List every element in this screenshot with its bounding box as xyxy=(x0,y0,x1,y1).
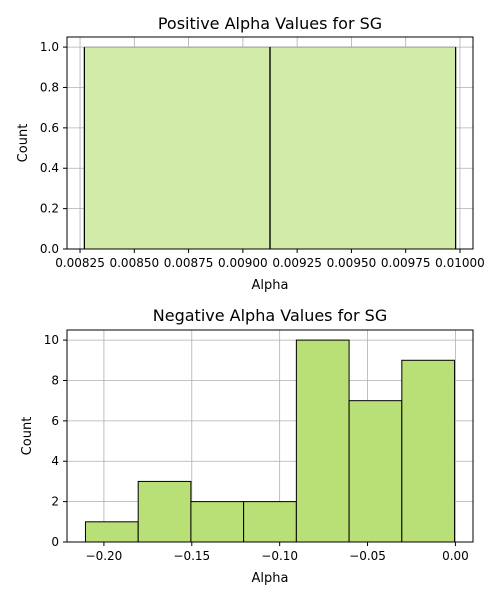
y-tick-label: 6 xyxy=(51,414,59,428)
x-tick-label: 0.00925 xyxy=(272,256,322,270)
x-tick-label: −0.15 xyxy=(173,549,210,563)
histogram-bar xyxy=(83,46,271,250)
negative-alpha-histogram: −0.20 −0.15 −0.10 −0.05 0.00 0 2 4 6 8 10 Negative… xyxy=(20,306,474,586)
y-tick-label: 8 xyxy=(51,373,59,387)
y-tick-label: 0.6 xyxy=(40,121,59,135)
x-tick-label: −0.20 xyxy=(86,549,123,563)
histogram-bar xyxy=(295,339,350,543)
x-tick-label: 0.00825 xyxy=(55,256,105,270)
plot-area-frame xyxy=(66,329,474,543)
x-tick-label: 0.00 xyxy=(442,549,469,563)
x-axis-label: Alpha xyxy=(252,278,289,293)
y-tick-label: 0.0 xyxy=(40,242,59,256)
y-axis-label: Count xyxy=(20,417,35,456)
positive-alpha-histogram: 0.00825 0.00850 0.00875 0.00900 0.00925 0.009… xyxy=(16,14,485,293)
histogram-bar xyxy=(190,501,245,543)
histogram-bar xyxy=(137,480,192,543)
histogram-bar xyxy=(269,46,457,250)
plot-area-frame xyxy=(66,36,474,250)
y-tick-label: 4 xyxy=(51,454,59,468)
y-tick-label: 2 xyxy=(51,495,59,509)
histogram-bar xyxy=(243,501,297,543)
chart-title: Positive Alpha Values for SG xyxy=(158,14,382,33)
x-tick-label: 0.01000 xyxy=(435,256,485,270)
y-tick-label: 0.8 xyxy=(40,80,59,94)
x-tick-label: −0.05 xyxy=(349,549,386,563)
y-tick-label: 10 xyxy=(44,333,59,347)
histogram-bar xyxy=(401,359,456,543)
y-axis-label: Count xyxy=(16,124,31,163)
y-tick-label: 1.0 xyxy=(40,40,59,54)
chart-title: Negative Alpha Values for SG xyxy=(153,306,387,325)
x-tick-label: 0.00900 xyxy=(218,256,268,270)
histogram-bar xyxy=(348,400,403,543)
x-tick-label: 0.00875 xyxy=(164,256,214,270)
y-tick-label: 0 xyxy=(51,535,59,549)
x-axis-label: Alpha xyxy=(252,571,289,586)
x-tick-label: 0.00975 xyxy=(381,256,431,270)
x-tick-label: −0.10 xyxy=(261,549,298,563)
x-tick-label: 0.00850 xyxy=(109,256,159,270)
y-tick-label: 0.4 xyxy=(40,161,59,175)
y-tick-label: 0.2 xyxy=(40,202,59,216)
histogram-bar xyxy=(84,521,139,543)
x-tick-label: 0.00950 xyxy=(327,256,377,270)
